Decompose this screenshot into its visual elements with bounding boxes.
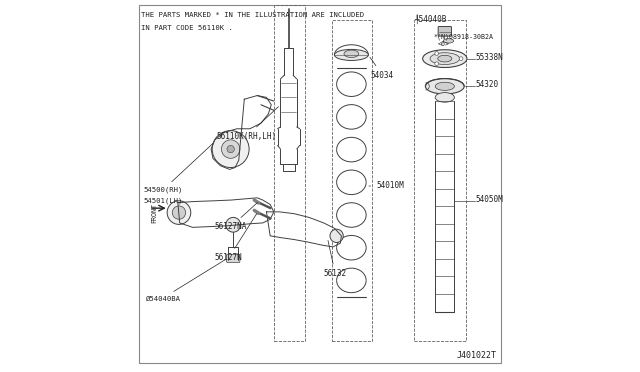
Ellipse shape xyxy=(334,49,369,61)
Text: 56127NA: 56127NA xyxy=(215,203,257,231)
Circle shape xyxy=(435,62,438,65)
Bar xyxy=(274,5,305,341)
Circle shape xyxy=(172,206,186,219)
Ellipse shape xyxy=(435,82,454,90)
Text: 56127N: 56127N xyxy=(215,214,257,263)
Bar xyxy=(332,20,372,341)
Text: 54010M: 54010M xyxy=(369,182,404,190)
Ellipse shape xyxy=(435,93,454,102)
Text: 56110K(RH,LH): 56110K(RH,LH) xyxy=(216,107,278,141)
Text: THE PARTS MARKED * IN THE ILLUSTRATION ARE INCLUDED: THE PARTS MARKED * IN THE ILLUSTRATION A… xyxy=(141,13,364,19)
Ellipse shape xyxy=(422,50,467,67)
Circle shape xyxy=(459,57,463,61)
Text: 54034: 54034 xyxy=(370,57,394,80)
FancyBboxPatch shape xyxy=(438,26,451,36)
Text: IN PART CODE 56110K .: IN PART CODE 56110K . xyxy=(141,25,233,31)
Bar xyxy=(414,20,466,341)
Text: J401022T: J401022T xyxy=(456,350,497,359)
Text: *(N)08918-30B2A: *(N)08918-30B2A xyxy=(434,33,493,40)
Text: 55338N: 55338N xyxy=(476,53,503,62)
Text: 54501(LH): 54501(LH) xyxy=(143,198,183,204)
Text: 54320: 54320 xyxy=(476,80,499,89)
Text: FRONT: FRONT xyxy=(151,203,157,223)
Circle shape xyxy=(227,145,234,153)
Circle shape xyxy=(167,201,191,224)
Text: 56132: 56132 xyxy=(324,240,347,278)
Ellipse shape xyxy=(438,55,452,62)
Circle shape xyxy=(221,140,240,158)
Circle shape xyxy=(435,52,438,55)
Text: Ø54040BA: Ø54040BA xyxy=(145,260,225,302)
Circle shape xyxy=(330,229,343,243)
Text: 54500(RH): 54500(RH) xyxy=(143,144,212,193)
Circle shape xyxy=(226,217,241,232)
Text: <6>: <6> xyxy=(438,41,450,47)
FancyBboxPatch shape xyxy=(227,254,240,262)
Ellipse shape xyxy=(426,78,464,94)
Ellipse shape xyxy=(430,53,460,64)
Text: 54050M: 54050M xyxy=(476,195,503,204)
Text: ╀54040B: ╀54040B xyxy=(414,14,447,24)
Ellipse shape xyxy=(444,39,454,43)
Ellipse shape xyxy=(344,50,359,58)
Circle shape xyxy=(212,131,249,167)
